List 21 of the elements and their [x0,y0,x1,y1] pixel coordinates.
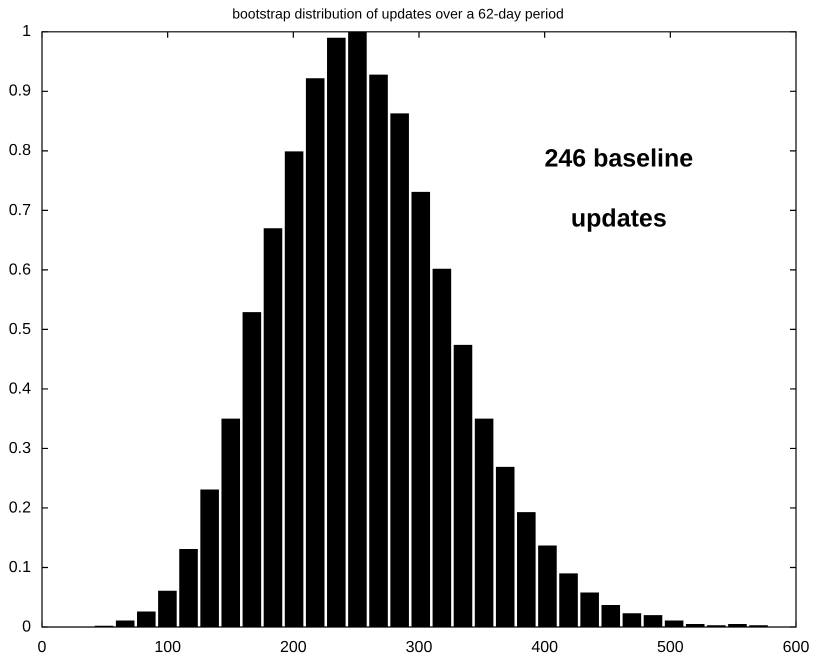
y-tick-label: 0.9 [8,82,32,100]
x-tick-label: 600 [782,639,810,656]
x-tick-label: 0 [38,639,47,656]
y-tick-label: 0.4 [8,380,32,398]
y-tick-label: 0.3 [8,440,32,457]
x-tick-label: 500 [656,639,684,656]
annotation: 246 baseline [544,144,694,173]
y-tick-label: 0.2 [8,499,32,516]
y-tick-label: 0 [22,618,32,636]
y-tick-label: 0.6 [8,261,32,278]
x-tick-label: 200 [280,639,307,656]
chart-title: bootstrap distribution of updates over a 62-day period [232,5,564,22]
annotation: updates [570,204,667,233]
y-tick-label: 0.8 [8,142,32,160]
x-tick-label: 100 [154,639,182,656]
y-tick-label: 0.5 [8,320,32,338]
y-tick-label: 0.1 [8,558,32,576]
x-tick-label: 400 [531,639,558,656]
y-tick-label: 1 [22,23,32,40]
y-tick-label: 0.7 [8,202,32,219]
x-tick-label: 300 [406,639,432,656]
